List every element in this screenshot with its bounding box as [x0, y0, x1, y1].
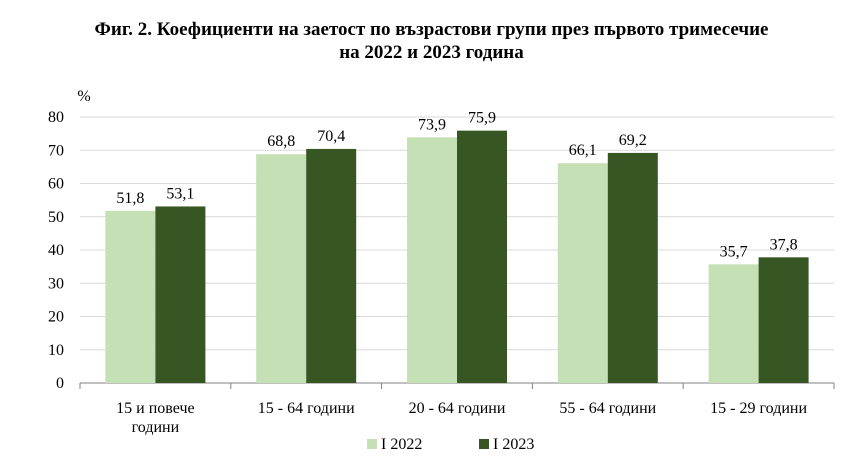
data-label: 69,2	[619, 132, 647, 149]
bar	[306, 148, 357, 383]
chart-title-line1: Фиг. 2. Коефициенти на заетост по възрас…	[94, 19, 769, 40]
chart-title-line2: на 2022 и 2023 година	[339, 42, 524, 63]
y-tick-label: 30	[48, 275, 64, 292]
chart-title: Фиг. 2. Коефициенти на заетост по възрас…	[0, 18, 863, 64]
bar	[407, 137, 457, 383]
y-tick-label: 80	[48, 109, 64, 126]
bar	[758, 257, 809, 383]
data-label: 66,1	[569, 142, 597, 159]
category-label: 20 - 64 години	[409, 400, 506, 417]
bar	[557, 163, 608, 383]
legend-label: I 2023	[493, 436, 534, 453]
y-tick-label: 0	[56, 375, 64, 392]
bar	[708, 264, 759, 383]
data-label: 35,7	[720, 243, 748, 260]
y-tick-label: 70	[48, 142, 64, 159]
data-label: 73,9	[418, 116, 446, 133]
y-tick-label: 20	[48, 309, 64, 326]
y-tick-label: 10	[48, 342, 64, 359]
category-label: 55 - 64 години	[559, 400, 656, 417]
bar	[457, 130, 507, 383]
bar	[607, 152, 658, 383]
data-label: 51,8	[116, 190, 144, 207]
category-label: 15 - 29 години	[710, 400, 807, 417]
y-tick-label: 40	[48, 242, 64, 259]
legend-label: I 2022	[381, 436, 422, 453]
data-label: 37,8	[770, 236, 798, 253]
legend-swatch	[367, 439, 377, 449]
legend-swatch	[479, 439, 489, 449]
data-label: 75,9	[468, 110, 496, 127]
y-tick-label: 60	[48, 176, 64, 193]
data-label: 68,8	[267, 133, 295, 150]
data-label: 53,1	[166, 185, 194, 202]
y-axis-label: %	[77, 88, 90, 105]
bar	[105, 210, 156, 383]
bar	[155, 206, 206, 383]
y-tick-label: 50	[48, 209, 64, 226]
category-label: години	[132, 419, 180, 436]
category-label: 15 и повече	[116, 400, 194, 417]
bar	[256, 154, 307, 383]
category-label: 15 - 64 години	[258, 400, 355, 417]
data-label: 70,4	[317, 128, 345, 145]
